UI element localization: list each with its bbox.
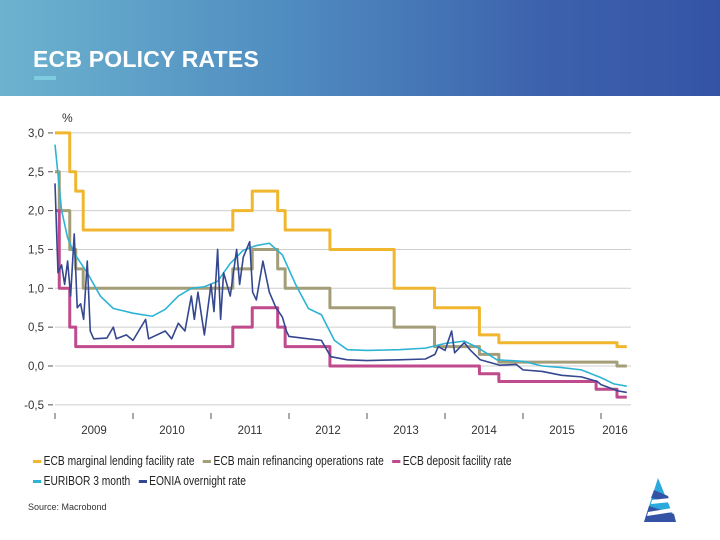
legend-label: EONIA overnight rate <box>149 474 246 488</box>
x-tick-label: 2014 <box>471 425 497 437</box>
legend-swatch <box>138 479 147 483</box>
legend-swatch <box>392 459 401 463</box>
legend-label: ECB marginal lending facility rate <box>43 454 195 468</box>
y-tick-label: 1,0 <box>28 283 44 295</box>
legend-swatch <box>33 479 42 483</box>
x-tick-label: 2009 <box>81 425 107 437</box>
series-line-3 <box>54 144 627 387</box>
series-line-1 <box>55 170 627 368</box>
source-note: Source: Macrobond <box>28 502 107 512</box>
legend-swatch <box>202 459 212 463</box>
legend-item: ECB marginal lending facility rate <box>33 454 195 468</box>
y-unit-label: % <box>62 111 73 125</box>
x-tick-label: 2016 <box>602 425 628 437</box>
x-tick-label: 2013 <box>393 425 419 437</box>
legend-item: EURIBOR 3 month <box>33 474 130 488</box>
y-tick-label: 2,5 <box>28 167 44 179</box>
legend-label: EURIBOR 3 month <box>43 474 131 488</box>
header-banner: ECB POLICY RATES <box>0 0 720 96</box>
x-tick-label: 2011 <box>238 425 263 437</box>
logo-icon <box>644 478 676 522</box>
y-tick-label: 0,0 <box>28 361 44 373</box>
series-line-4 <box>54 183 627 394</box>
legend-label: ECB deposit facility rate <box>402 454 512 468</box>
y-tick-label: 0,5 <box>28 322 44 334</box>
y-tick-label: 3,0 <box>28 128 44 140</box>
legend-item: ECB deposit facility rate <box>392 454 512 468</box>
legend-row-1: ECB marginal lending facility rate ECB m… <box>33 454 512 468</box>
legend-label: ECB main refinancing operations rate <box>213 454 384 468</box>
y-tick-label: 1,5 <box>28 244 44 256</box>
series-line-2 <box>55 209 627 399</box>
x-tick-label: 2012 <box>315 425 341 437</box>
legend-item: ECB main refinancing operations rate <box>202 454 384 468</box>
legend-swatch <box>33 459 42 463</box>
title-underline <box>34 76 56 80</box>
x-tick-label: 2010 <box>159 425 185 437</box>
series-line-0 <box>55 131 627 349</box>
legend-item: EONIA overnight rate <box>138 474 246 488</box>
page-title: ECB POLICY RATES <box>33 46 259 72</box>
y-tick-label: 2,0 <box>28 206 44 218</box>
legend-row-2: EURIBOR 3 month EONIA overnight rate <box>33 474 246 488</box>
y-tick-label: -0,5 <box>24 400 44 412</box>
x-tick-label: 2015 <box>549 425 575 437</box>
policy-rates-chart: % 3,0 2,5 2,0 1,5 1,0 0,5 0,0 -0,5 2009 2010 2011 2… <box>24 111 631 437</box>
